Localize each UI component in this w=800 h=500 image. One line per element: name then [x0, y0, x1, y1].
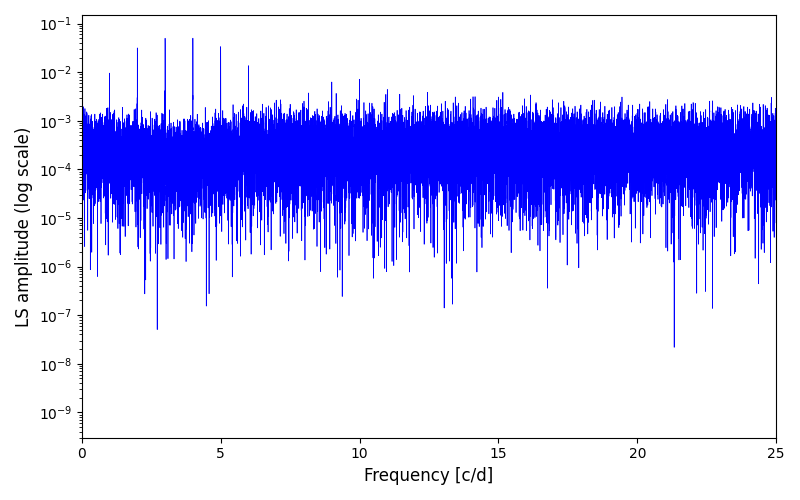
Y-axis label: LS amplitude (log scale): LS amplitude (log scale): [15, 126, 33, 326]
X-axis label: Frequency [c/d]: Frequency [c/d]: [364, 467, 494, 485]
